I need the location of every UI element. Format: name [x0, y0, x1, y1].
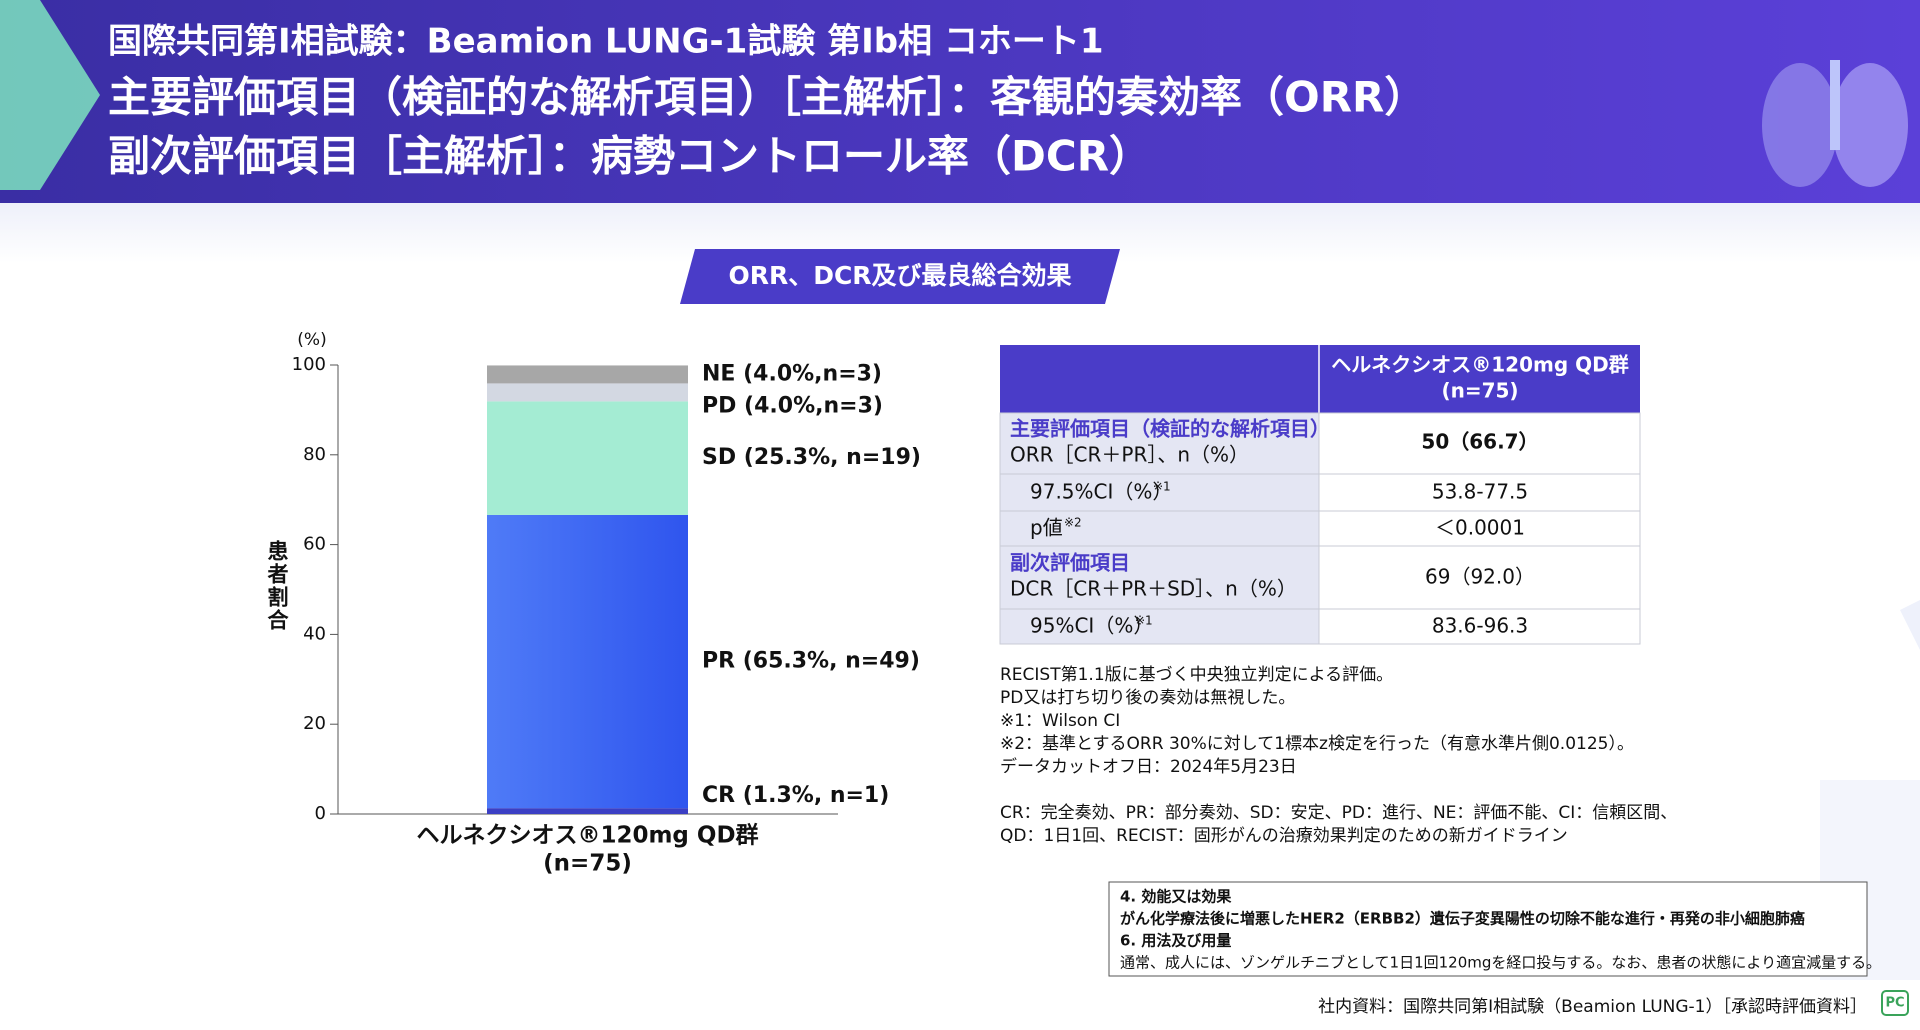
x-tick-sublabel: (n=75): [543, 851, 632, 877]
y-unit: (%): [297, 330, 326, 350]
bar-segment: [487, 383, 688, 402]
table-border: [999, 412, 1641, 645]
notes: RECIST第1.1版に基づく中央独立判定による評価。 PD又は打ち切り後の奏効は…: [1000, 665, 1677, 846]
indication-line: 4. 効能又は効果: [1120, 888, 1232, 906]
table-lines: [1000, 413, 1640, 644]
row-value: ＜0.0001: [1435, 516, 1525, 540]
results-table: ヘルネクシオス®120mg QD群 (n=75) 主要評価項目（検証的な解析項目…: [999, 345, 1641, 645]
bar-segment: [487, 514, 688, 809]
bar-segment: [487, 365, 688, 384]
row-label-cell: [1000, 474, 1319, 511]
table-header: [1000, 345, 1640, 413]
row-note: ※1: [1135, 614, 1153, 628]
lung-illustration: [1762, 60, 1908, 187]
note-line: ※2：基準とするORR 30%に対して1標本z検定を行った（有意水準片側0.01…: [1000, 734, 1634, 754]
row-label-cell: [1000, 413, 1319, 474]
row-label: DCR［CR＋PR＋SD］、n（%）: [1010, 577, 1297, 601]
segment-label: CR (1.3%, n=1): [702, 783, 889, 808]
logo-frame: [1881, 990, 1909, 1016]
bar-segment: [487, 808, 688, 814]
y-tick-label: 20: [303, 713, 326, 734]
header-line: 副次評価項目［主解析］：病勢コントロール率（DCR）: [108, 132, 1151, 181]
header-line: 国際共同第Ⅰ相試験：Beamion LUNG-1試験 第Ib相 コホート1: [108, 22, 1104, 62]
row-value: 53.8-77.5: [1432, 480, 1528, 504]
row-value: 69（92.0）: [1425, 565, 1535, 589]
column-header: ヘルネクシオス®120mg QD群: [1331, 353, 1628, 377]
source: 社内資料：国際共同第Ⅰ相試験（Beamion LUNG-1）［承認時評価資料］: [1318, 997, 1867, 1017]
note-line: RECIST第1.1版に基づく中央独立判定による評価。: [1000, 665, 1393, 685]
row-label: 95%CI（%）: [1030, 614, 1153, 638]
bar-segment: [487, 401, 688, 515]
header-arrow: [0, 0, 100, 190]
y-tick-label: 80: [303, 444, 326, 465]
bg-decor: [1900, 600, 1920, 650]
row-heading: 主要評価項目（検証的な解析項目）: [1010, 417, 1330, 441]
segment-label: NE (4.0%,n=3): [702, 361, 882, 386]
segment-label: PR (65.3%, n=49): [702, 649, 920, 674]
header-band: [0, 0, 1920, 203]
segment-label: PD (4.0%,n=3): [702, 393, 883, 418]
row-value: 83.6-96.3: [1432, 614, 1528, 638]
note-line: PD又は打ち切り後の奏効は無視した。: [1000, 688, 1295, 708]
section-title: ORR、DCR及び最良総合効果: [728, 261, 1071, 290]
x-tick-label: ヘルネクシオス®120mg QD群: [416, 822, 758, 849]
header-line: 主要評価項目（検証的な解析項目）［主解析］：客観的奏効率（ORR）: [108, 73, 1426, 122]
abbreviation-line: CR：完全奏効、PR：部分奏効、SD：安定、PD：進行、NE：評価不能、CI：信…: [1000, 803, 1677, 823]
row-label-cell: [1000, 546, 1319, 609]
row-label-cell: [1000, 609, 1319, 644]
section-pill: [680, 249, 1120, 304]
row-heading: 副次評価項目: [1010, 551, 1130, 575]
y-axis-title: 患者割合: [265, 539, 289, 632]
note-line: ※1：Wilson CI: [1000, 711, 1120, 731]
segment-label: SD (25.3%, n=19): [702, 445, 921, 470]
row-value: 50（66.7）: [1421, 430, 1538, 454]
row-label: ORR［CR＋PR］、n（%）: [1010, 443, 1249, 467]
row-note: ※1: [1153, 480, 1171, 494]
row-note: ※2: [1064, 516, 1082, 530]
y-tick-label: 40: [303, 623, 326, 644]
row-label: p値: [1030, 516, 1063, 540]
y-tick-label: 60: [303, 534, 326, 555]
y-tick-label: 100: [292, 354, 326, 375]
abbreviation-line: QD：1日1回、RECIST：固形がんの治療効果判定のための新ガイドライン: [1000, 826, 1568, 846]
indication-line: 通常、成人には、ゾンゲルチニブとして1日1回120mgを経口投与する。なお、患者…: [1120, 954, 1881, 972]
column-header: (n=75): [1441, 379, 1518, 403]
row-label-cell: [1000, 511, 1319, 546]
indication-box: [1108, 881, 1868, 977]
indication-line: 6. 用法及び用量: [1120, 932, 1231, 950]
y-tick-label: 0: [315, 803, 326, 824]
indication-line: がん化学療法後に増悪したHER2（ERBB2）遺伝子変異陽性の切除不能な進行・再…: [1120, 910, 1805, 928]
logo: PC: [1885, 996, 1904, 1011]
indication-text: 4. 効能又は効果がん化学療法後に増悪したHER2（ERBB2）遺伝子変異陽性の…: [1120, 888, 1881, 972]
row-label: 97.5%CI（%）: [1030, 480, 1172, 504]
note-line: データカットオフ日：2024年5月23日: [1000, 756, 1297, 777]
